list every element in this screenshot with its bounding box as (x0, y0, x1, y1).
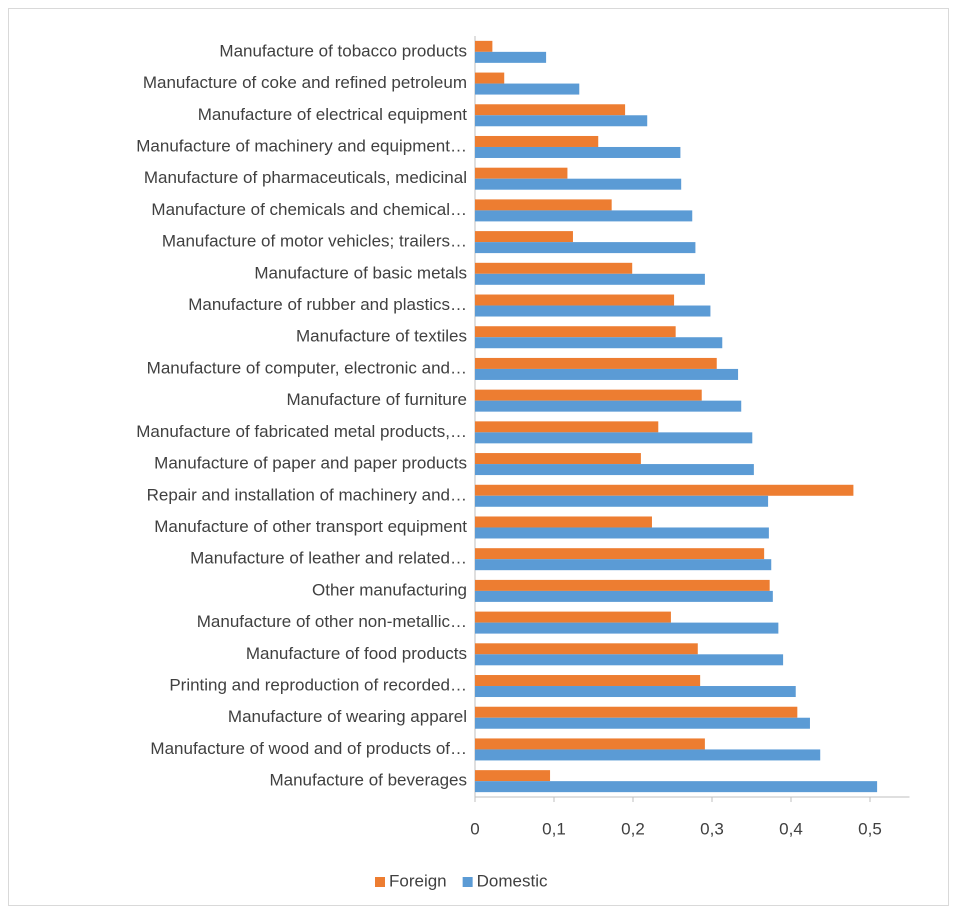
bar (475, 368, 739, 380)
bar (475, 167, 568, 179)
bar (475, 749, 821, 761)
y-tick-label: Manufacture of electrical equipment (198, 105, 468, 124)
y-tick-label: Manufacture of other transport equipment (154, 517, 467, 536)
x-tick-label: 0 (470, 819, 479, 838)
y-tick-label: Manufacture of paper and paper products (154, 454, 467, 473)
bar (475, 590, 773, 602)
y-tick-label: Manufacture of basic metals (254, 263, 467, 282)
y-tick-label: Manufacture of beverages (269, 771, 467, 790)
y-tick-label: Repair and installation of machinery and… (147, 485, 467, 504)
bar (475, 516, 652, 528)
bar (475, 611, 671, 623)
x-tick-label: 0,5 (858, 819, 882, 838)
bar (475, 781, 878, 793)
bar (475, 717, 810, 729)
bar (475, 294, 675, 306)
bar (475, 337, 723, 349)
bar (475, 686, 796, 698)
bar (475, 326, 676, 338)
bar (475, 273, 705, 285)
bar (475, 421, 659, 433)
x-tick-label: 0,2 (621, 819, 645, 838)
bar (475, 770, 551, 782)
y-tick-label: Manufacture of motor vehicles; trailers… (162, 232, 467, 251)
bar (475, 559, 772, 571)
y-tick-label: Manufacture of food products (246, 644, 467, 663)
bar (475, 357, 717, 369)
bar (475, 231, 573, 243)
bar (475, 738, 705, 750)
legend-label: Domestic (477, 871, 548, 890)
bar (475, 51, 547, 63)
bar (475, 146, 681, 158)
y-tick-label: Manufacture of tobacco products (219, 41, 467, 60)
y-tick-label: Manufacture of leather and related… (190, 549, 467, 568)
bar (475, 527, 769, 539)
x-tick-label: 0,3 (700, 819, 724, 838)
y-tick-label: Printing and reproduction of recorded… (169, 676, 467, 695)
bar (475, 400, 742, 412)
bar (475, 495, 769, 507)
bar (475, 242, 696, 254)
bar (475, 675, 701, 687)
bar (475, 579, 770, 591)
bar (475, 40, 493, 52)
x-tick-label: 0,1 (542, 819, 566, 838)
y-tick-label: Manufacture of coke and refined petroleu… (143, 73, 467, 92)
bar (475, 706, 798, 718)
bar (475, 178, 682, 190)
bar (475, 72, 505, 84)
bar (475, 210, 693, 222)
y-tick-label: Manufacture of fabricated metal products… (136, 422, 467, 441)
bar (475, 83, 580, 95)
bar (475, 432, 753, 444)
x-tick-label: 0,4 (779, 819, 803, 838)
bar (475, 305, 711, 317)
legend-label: Foreign (389, 871, 447, 890)
y-tick-label: Manufacture of textiles (296, 327, 467, 346)
bar (475, 622, 779, 634)
legend-swatch (375, 877, 385, 887)
y-tick-label: Manufacture of computer, electronic and… (147, 358, 467, 377)
y-tick-label: Manufacture of pharmaceuticals, medicina… (144, 168, 467, 187)
y-tick-label: Manufacture of machinery and equipment… (136, 136, 467, 155)
bar (475, 464, 754, 476)
bar (475, 453, 641, 465)
bar (475, 643, 698, 655)
bar (475, 654, 784, 666)
y-tick-label: Manufacture of other non-metallic… (197, 612, 467, 631)
bar (475, 135, 599, 147)
bar (475, 389, 702, 401)
y-tick-label: Manufacture of wearing apparel (228, 707, 467, 726)
legend-swatch (462, 877, 473, 887)
y-tick-label: Manufacture of furniture (287, 390, 467, 409)
y-tick-label: Manufacture of wood and of products of… (150, 739, 467, 758)
bar (475, 104, 626, 116)
y-tick-label: Manufacture of chemicals and chemical… (151, 200, 467, 219)
y-tick-label: Other manufacturing (312, 580, 467, 599)
bar (475, 548, 765, 560)
bar (475, 262, 633, 274)
bar (475, 199, 612, 211)
y-tick-label: Manufacture of rubber and plastics… (188, 295, 467, 314)
bar (475, 115, 648, 127)
bar (475, 484, 854, 496)
